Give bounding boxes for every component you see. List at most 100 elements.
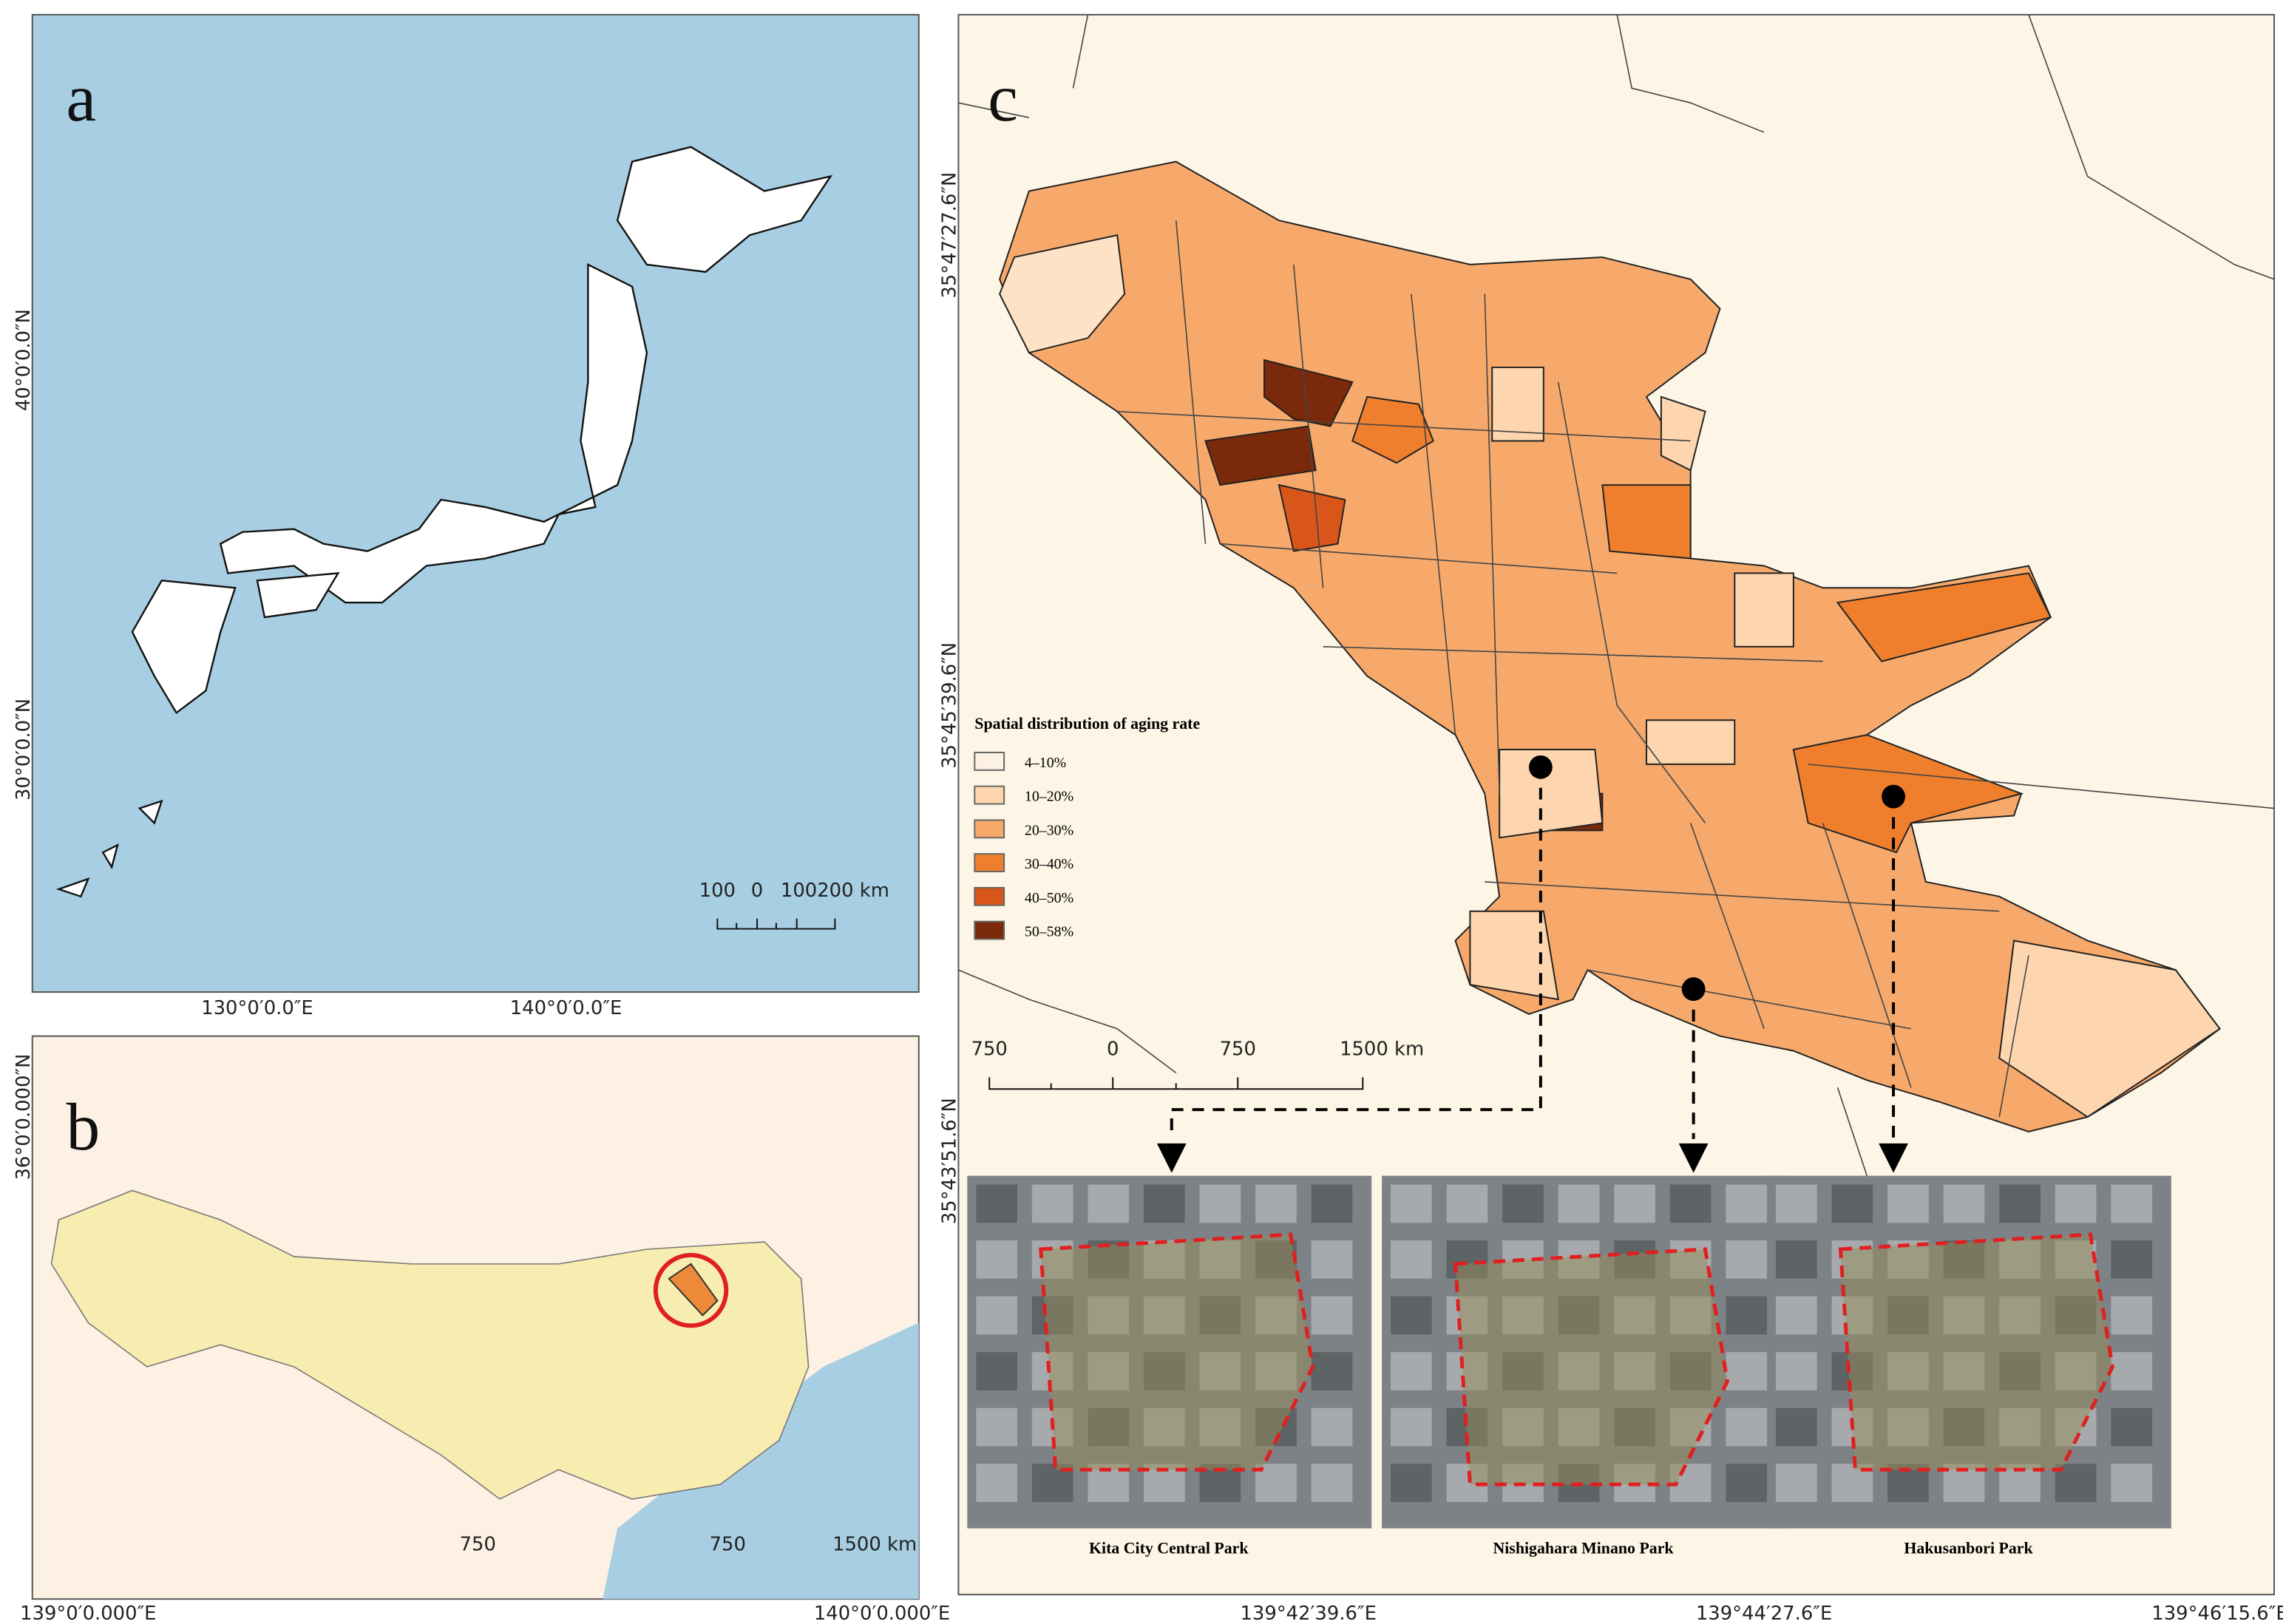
district	[1351, 395, 2052, 854]
legend-swatch	[974, 751, 1005, 771]
caption-bg	[967, 1528, 1372, 1567]
boundaries	[958, 14, 2275, 1176]
scale-label: 750	[710, 1534, 746, 1556]
park-name: Kita City Central Park	[1089, 1540, 1249, 1557]
building	[1775, 1464, 1817, 1502]
lon-label: 139°42′39.6″E	[1240, 1603, 1376, 1624]
building	[1726, 1240, 1768, 1279]
legend-label: 20–30%	[1025, 822, 1073, 838]
lon-label: 140°0′0.0″E	[510, 997, 623, 1019]
building	[1391, 1240, 1432, 1279]
building	[976, 1240, 1017, 1279]
lon-label: 139°44′27.6″E	[1696, 1603, 1832, 1624]
building	[1775, 1296, 1817, 1335]
japan	[55, 146, 833, 898]
legend-swatch	[974, 920, 1005, 940]
legend-label: 50–58%	[1025, 924, 1073, 940]
building	[1943, 1184, 1985, 1223]
lon-label: 139°0′0.000″E	[20, 1603, 156, 1624]
building	[1726, 1407, 1768, 1447]
scale-label: 750	[971, 1039, 1008, 1061]
legend: Spatial distribution of aging rate 4–10%…	[974, 715, 1200, 940]
caption-bg	[1767, 1528, 2171, 1567]
legend-swatch	[974, 853, 1005, 873]
tokyo	[50, 1189, 810, 1500]
building	[1558, 1184, 1600, 1223]
lat-label: 30°0′0.0″N	[13, 699, 35, 801]
building	[1391, 1296, 1432, 1335]
building	[1311, 1464, 1353, 1502]
building	[976, 1407, 1017, 1447]
legend-swatch	[974, 785, 1005, 805]
park-boundary	[1039, 1232, 1315, 1472]
scale-label: 750	[1220, 1039, 1256, 1061]
sea	[31, 13, 920, 993]
building	[1391, 1407, 1432, 1447]
legend-swatch	[974, 886, 1005, 906]
kita-city	[668, 1263, 719, 1316]
legend-label: 40–50%	[1025, 890, 1073, 906]
scale-label: 1500 km	[1340, 1039, 1424, 1061]
building	[1887, 1184, 1929, 1223]
lat-label: 40°0′0.0″N	[13, 309, 35, 411]
scale-label: 750	[460, 1534, 496, 1556]
building	[1831, 1184, 1873, 1223]
building	[1502, 1184, 1544, 1223]
building	[1311, 1240, 1353, 1279]
legend-label: 30–40%	[1025, 856, 1073, 872]
building	[2111, 1464, 2153, 1502]
building	[2111, 1240, 2153, 1279]
lat-label: 35°45′39.6″N	[938, 642, 960, 769]
district	[999, 234, 1126, 354]
scale-bar	[716, 918, 836, 930]
panel-label: a	[66, 60, 96, 135]
building	[1999, 1184, 2041, 1223]
building	[1143, 1184, 1185, 1223]
legend-label: 4–10%	[1025, 755, 1066, 771]
park-boundary	[1838, 1232, 2114, 1472]
building	[1775, 1240, 1817, 1279]
building	[976, 1296, 1017, 1335]
scale-label: 100	[699, 880, 736, 902]
lon-label: 140°0′0.000″E	[814, 1603, 950, 1624]
legend-label: 10–20%	[1025, 789, 1073, 805]
park-name: Nishigahara Minano Park	[1493, 1540, 1674, 1557]
park-panels: Kita City Central Park Nishigahara Minano…	[967, 1175, 2171, 1567]
building	[1391, 1352, 1432, 1390]
building	[1088, 1184, 1130, 1223]
panel-a: a 40°0′0.0″N 30°0′0.0″N 130°0′0.0″E 140°…	[13, 13, 920, 1019]
building	[1726, 1352, 1768, 1390]
lon-label: 139°46′15.6″E	[2151, 1603, 2283, 1624]
panel-label: c	[988, 60, 1018, 135]
scale-bar	[988, 1077, 1364, 1090]
panel-c: c 35°47′27.6″N 35°45′39.6″N 35°43′51.6″N…	[938, 13, 2283, 1624]
scale-label: 1500 km	[832, 1534, 917, 1556]
panel-b: b 36°0′0.000″N 139°0′0.000″E 140°0′0.000…	[13, 1035, 950, 1624]
building	[2111, 1184, 2153, 1223]
building	[976, 1184, 1017, 1223]
lat-label: 36°0′0.000″N	[13, 1054, 35, 1180]
lon-label: 130°0′0.0″E	[201, 997, 313, 1019]
building	[1311, 1296, 1353, 1335]
building	[1726, 1296, 1768, 1335]
scale-label: 0	[751, 880, 763, 902]
building	[1311, 1407, 1353, 1447]
district	[1469, 367, 2221, 1118]
building	[1391, 1184, 1432, 1223]
caption-bg	[1382, 1528, 1786, 1567]
park-name: Hakusanbori Park	[1904, 1540, 2033, 1557]
building	[1199, 1184, 1241, 1223]
building	[2111, 1407, 2153, 1447]
building	[1775, 1407, 1817, 1447]
building	[976, 1464, 1017, 1502]
lat-label: 35°43′51.6″N	[938, 1098, 960, 1224]
building	[1775, 1184, 1817, 1223]
building	[1391, 1464, 1432, 1502]
markers	[1156, 755, 1908, 1173]
building	[976, 1352, 1017, 1390]
district	[1278, 483, 1346, 552]
building	[1669, 1184, 1712, 1223]
legend-title: Spatial distribution of aging rate	[974, 715, 1200, 733]
building	[1311, 1352, 1353, 1390]
